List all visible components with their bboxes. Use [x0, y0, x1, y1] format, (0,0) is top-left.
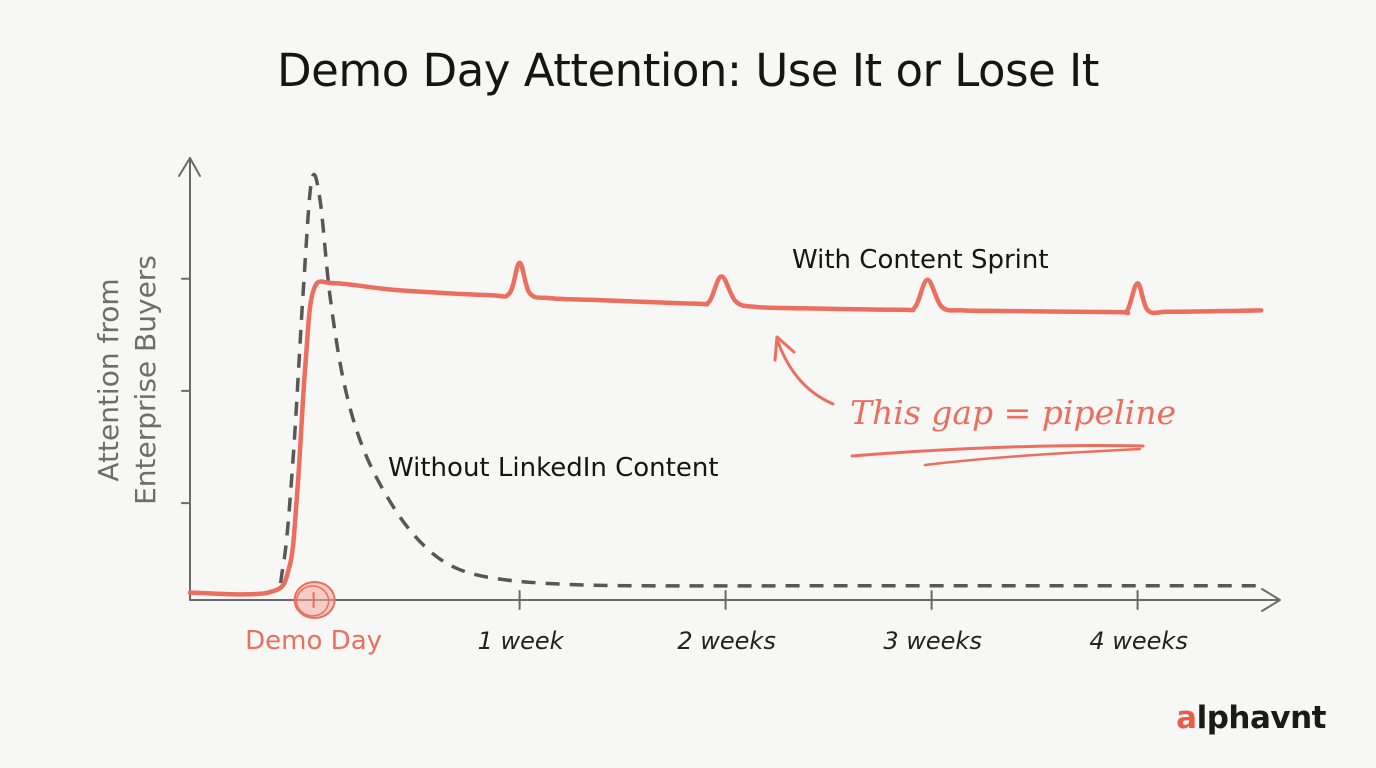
brand-logo-text: lphavnt: [1196, 700, 1327, 736]
series-layer: [187, 172, 1264, 597]
annotation-arrowhead: [773, 335, 796, 362]
x-tick-label-1: 1 week: [478, 627, 565, 655]
y-axis-title: Attention from Enterprise Buyers: [92, 255, 162, 505]
annotation-underline: [850, 443, 1145, 458]
annotation-arrow: [776, 340, 835, 406]
x-axis-arrowhead: [1261, 588, 1281, 612]
x-tick-label-4: 4 weeks: [1089, 627, 1187, 655]
annotation-underline-2: [923, 447, 1142, 467]
chart-title: Demo Day Attention: Use It or Lose It: [277, 44, 1099, 97]
demo-day-marker-ring: [295, 585, 330, 617]
axes: [178, 157, 1281, 612]
gap-annotation: This gap = pipeline: [773, 335, 1176, 467]
y-axis-title-line2: Enterprise Buyers: [129, 255, 162, 505]
x-tick-label-3: 3 weeks: [883, 627, 981, 655]
series-line-with-content: [187, 260, 1264, 597]
series-label-without-content: Without LinkedIn Content: [388, 453, 719, 483]
series-label-with-content: With Content Sprint: [792, 245, 1049, 275]
x-tick-label-2: 2 weeks: [677, 627, 775, 655]
series-line-without-content: [189, 172, 1262, 597]
brand-logo: alphavnt: [1176, 700, 1326, 736]
x-ticks: Demo Day 1 week 2 weeks 3 weeks 4 weeks: [245, 581, 1188, 656]
annotation-text: This gap = pipeline: [850, 393, 1176, 432]
x-tick-label-0: Demo Day: [245, 626, 382, 656]
y-axis-title-line1: Attention from: [92, 278, 125, 481]
y-axis-arrowhead: [178, 157, 201, 177]
brand-logo-accent: a: [1176, 700, 1197, 736]
